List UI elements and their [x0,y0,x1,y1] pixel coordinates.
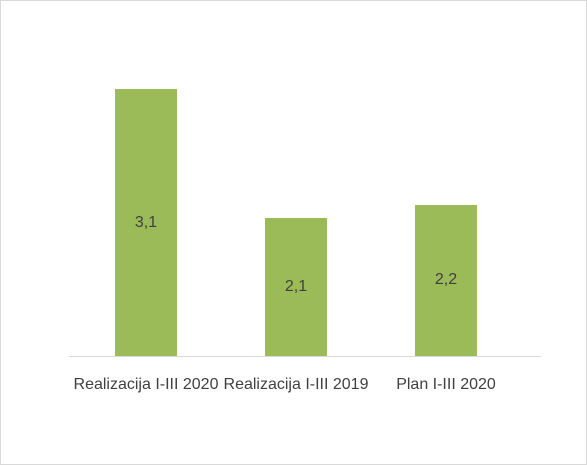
data-label: 2,2 [434,271,458,289]
data-label: 2,1 [284,277,308,295]
bar [265,217,327,356]
bar [415,204,477,356]
x-tick-label: Plan I-III 2020 [396,376,496,393]
x-axis-line [69,356,541,357]
data-label: 3,1 [134,213,158,231]
x-tick-label: Realizacija I-III 2019 [223,376,369,393]
bar [115,89,177,356]
x-tick-label: Realizacija I-III 2020 [73,376,219,393]
